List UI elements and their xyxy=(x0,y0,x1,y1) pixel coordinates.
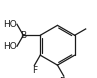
Text: HO: HO xyxy=(3,42,17,51)
Text: B: B xyxy=(20,31,26,40)
Text: F: F xyxy=(32,66,37,75)
Text: Br: Br xyxy=(59,77,69,78)
Text: HO: HO xyxy=(3,20,17,29)
